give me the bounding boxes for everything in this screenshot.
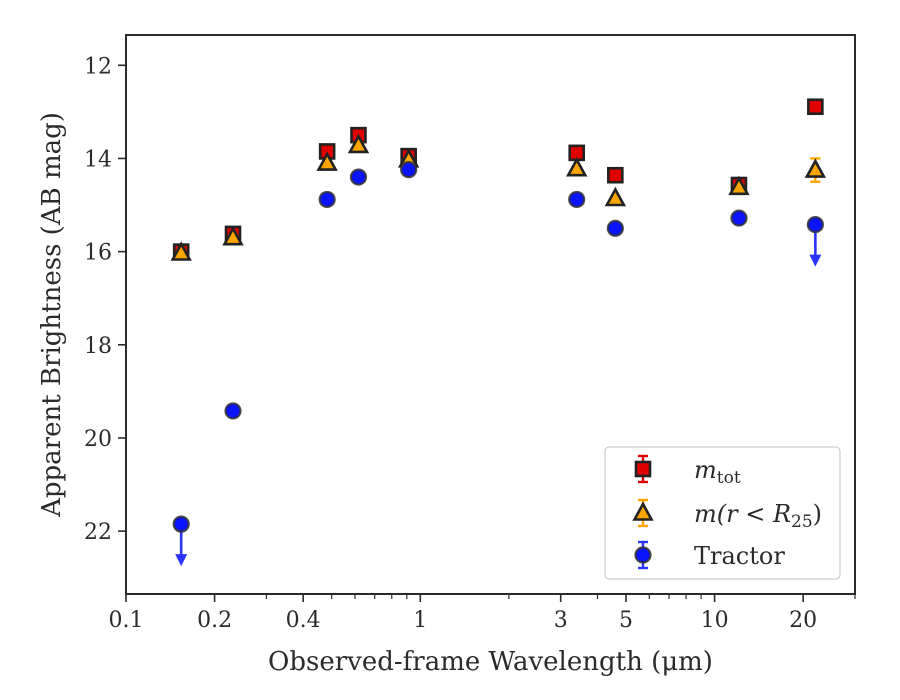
y-tick-label: 20 xyxy=(84,427,112,452)
data-marks xyxy=(170,98,827,567)
upper-limit-arrowhead xyxy=(175,554,188,567)
x-tick-label: 20 xyxy=(789,608,817,633)
y-axis-label: Apparent Brightness (AB mag) xyxy=(37,112,67,518)
data-point xyxy=(170,241,192,261)
x-axis-label: Observed-frame Wavelength (μm) xyxy=(268,647,713,677)
x-tick-label: 5 xyxy=(619,608,633,633)
data-point xyxy=(224,402,242,420)
legend-marker xyxy=(634,546,652,564)
x-tick-label: 0.2 xyxy=(197,608,232,633)
data-point xyxy=(606,219,624,237)
plot-frame xyxy=(125,34,856,595)
data-point xyxy=(566,156,588,177)
data-point xyxy=(400,161,418,179)
x-tick-label: 3 xyxy=(554,608,568,633)
series-triangle xyxy=(170,133,827,261)
data-point xyxy=(568,190,586,209)
data-point xyxy=(318,190,336,209)
data-point xyxy=(316,151,338,171)
data-point xyxy=(347,133,370,154)
legend-marker xyxy=(632,501,654,521)
y-tick-label: 12 xyxy=(84,54,112,79)
data-point xyxy=(807,98,824,116)
legend-box xyxy=(604,446,841,580)
y-tick-label: 16 xyxy=(84,241,112,266)
data-point xyxy=(604,186,627,207)
x-tick-label: 0.4 xyxy=(286,608,321,633)
axis-ticks: 0.1 0.2 0.4 1 3 5 10 20 12 14 16 18 20 22 xyxy=(84,54,856,633)
x-tick-label: 0.1 xyxy=(109,608,144,633)
legend-marker xyxy=(634,460,652,478)
legend-label-tractor: Tractor xyxy=(694,542,785,570)
data-point xyxy=(728,175,750,196)
data-point xyxy=(349,168,368,186)
data-point xyxy=(222,225,244,246)
data-point xyxy=(730,209,748,227)
x-tick-label: 1 xyxy=(413,608,427,633)
x-tick-label: 10 xyxy=(701,608,729,633)
data-point xyxy=(172,515,190,533)
upper-limit-arrowhead xyxy=(809,254,822,267)
y-tick-label: 14 xyxy=(84,147,112,172)
data-point xyxy=(806,215,824,234)
legend-label-m-r25: m(r < R25) xyxy=(694,500,822,532)
y-tick-label: 18 xyxy=(84,334,112,359)
y-tick-label: 22 xyxy=(84,520,112,545)
data-point xyxy=(804,158,827,178)
series-circle xyxy=(172,161,824,567)
data-point xyxy=(607,166,624,184)
